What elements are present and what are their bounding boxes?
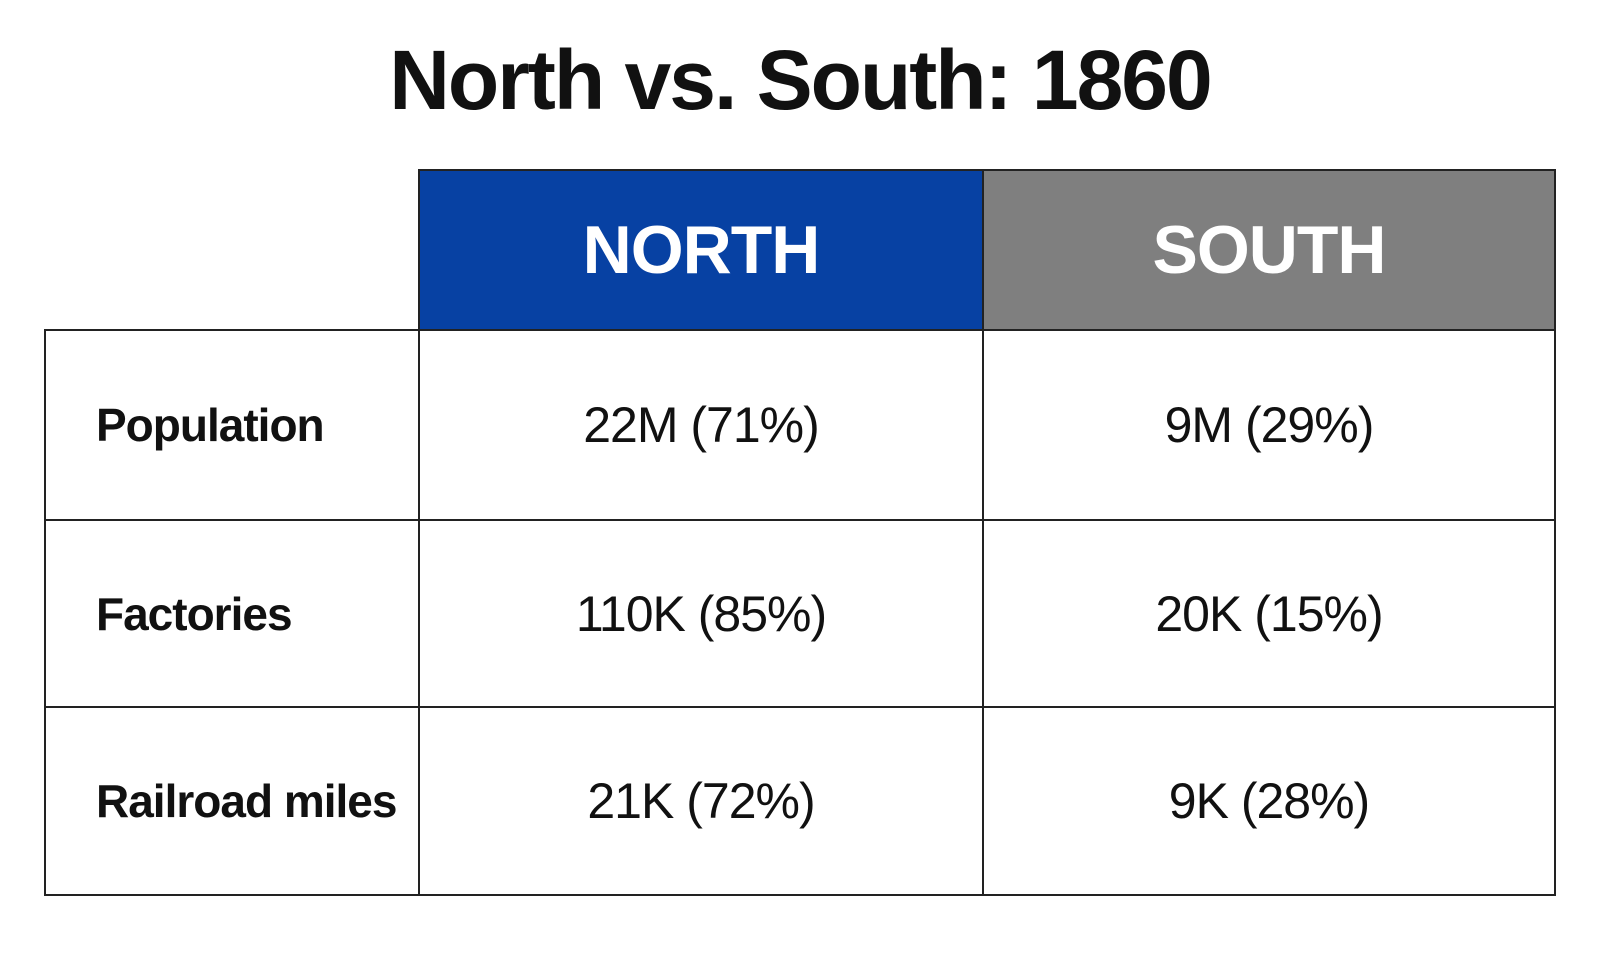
- cell: 9K (28%): [982, 706, 1556, 896]
- cell: 9M (29%): [982, 329, 1556, 521]
- cell: 110K (85%): [418, 519, 984, 708]
- cell: 22M (71%): [418, 329, 984, 521]
- row-label: Population: [44, 329, 420, 521]
- row-label: Factories: [44, 519, 420, 708]
- cell: 21K (72%): [418, 706, 984, 896]
- title: North vs. South: 1860: [389, 33, 1213, 127]
- column-header: NORTH: [418, 169, 984, 331]
- row-label: Railroad miles: [44, 706, 420, 896]
- cell: 20K (15%): [982, 519, 1556, 708]
- column-header: SOUTH: [982, 169, 1556, 331]
